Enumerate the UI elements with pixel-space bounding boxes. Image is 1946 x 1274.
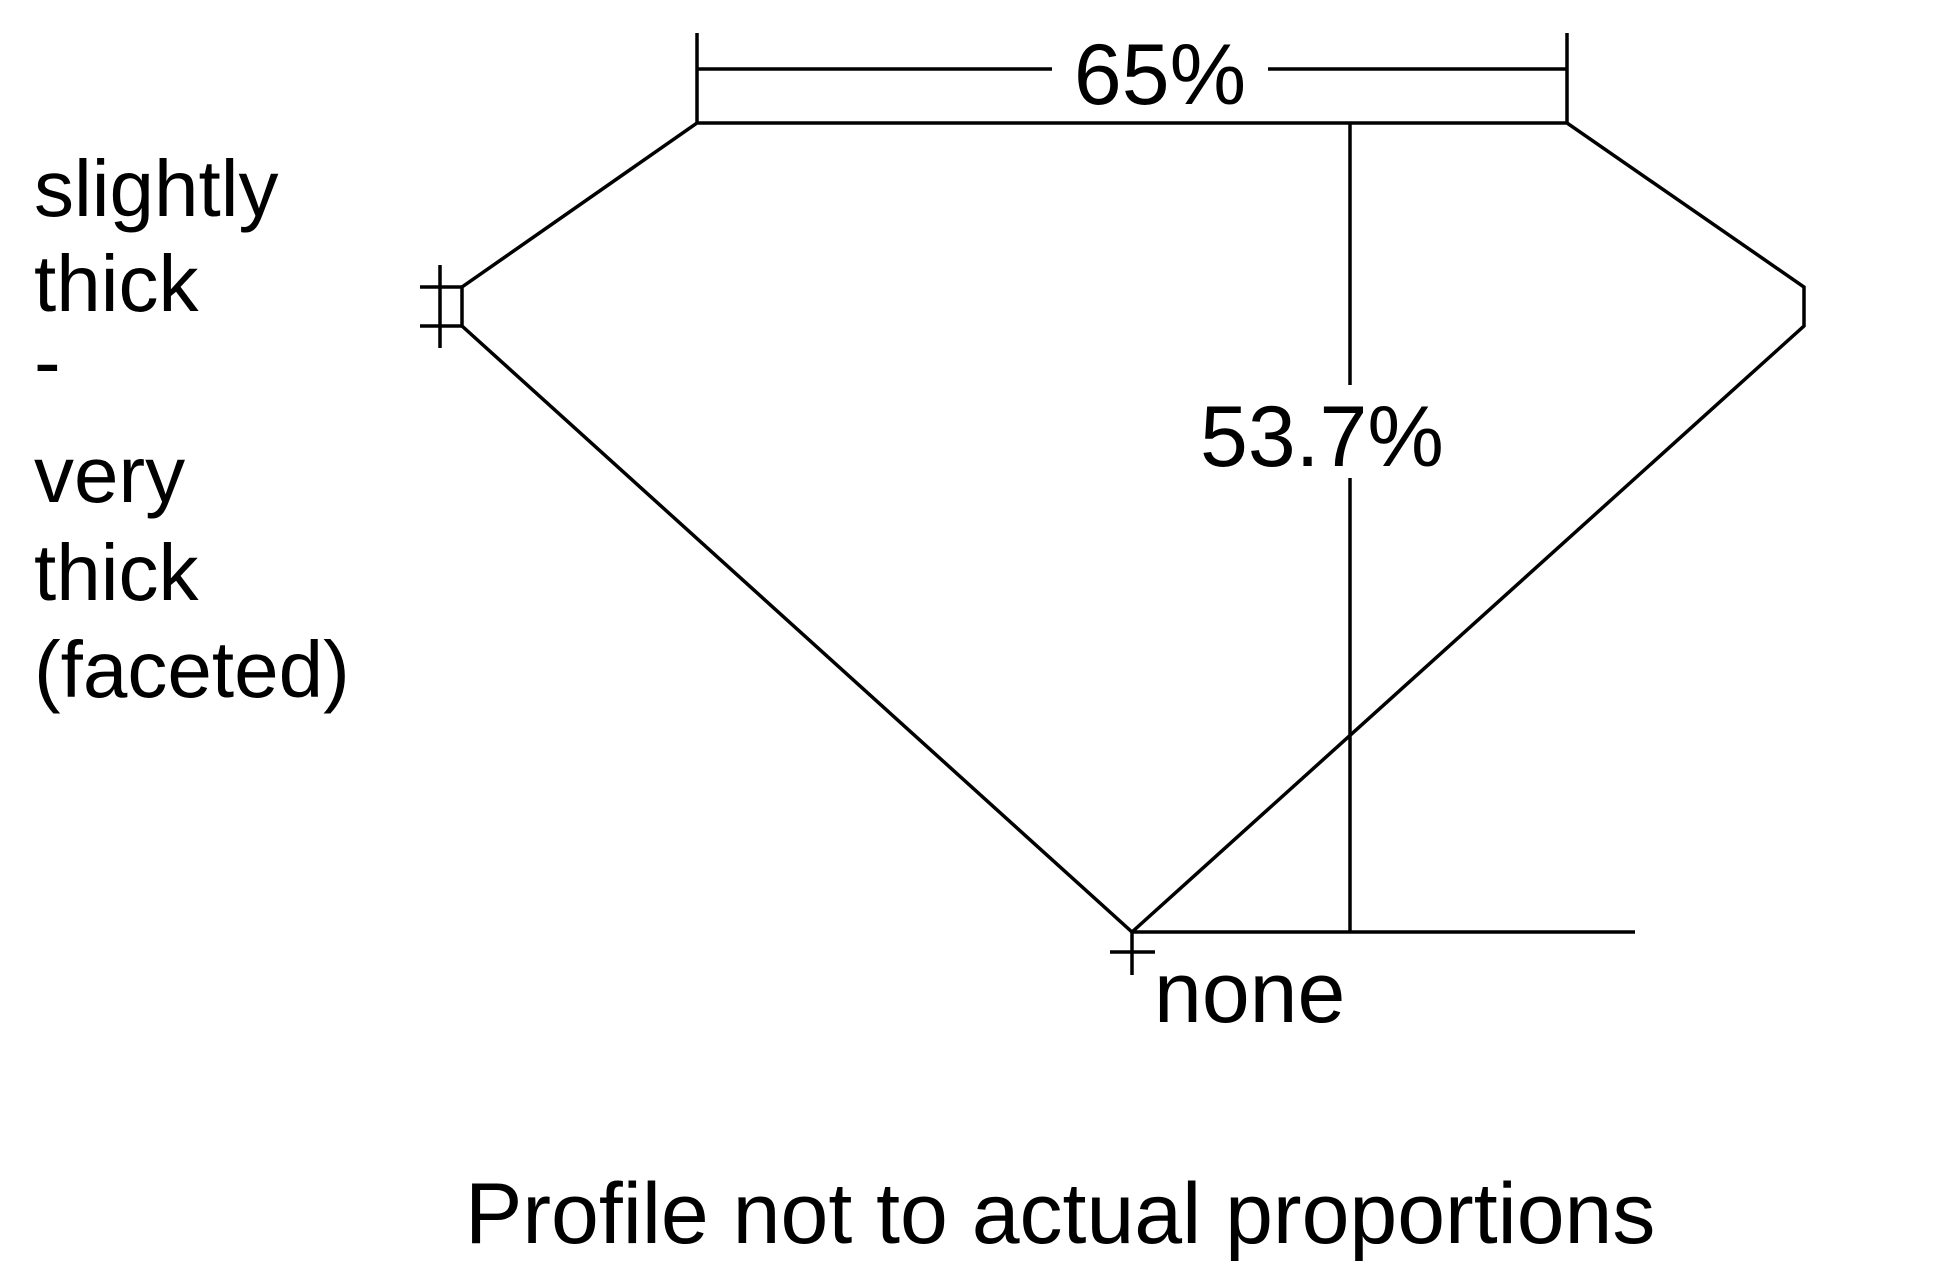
girdle-label: slightly thick - very thick (faceted) (34, 144, 350, 714)
footer-note: Profile not to actual proportions (465, 1166, 1655, 1262)
depth-percentage-label: 53.7% (1200, 389, 1444, 485)
girdle-label-line: - (34, 317, 61, 406)
girdle-label-line: (faceted) (34, 625, 350, 714)
table-percentage-label: 65% (1074, 27, 1246, 123)
girdle-label-line: slightly (34, 144, 279, 233)
girdle-label-line: very (34, 430, 185, 519)
culet-label: none (1154, 945, 1345, 1041)
gem-profile-outline (460, 121, 1806, 935)
girdle-label-line: thick (34, 239, 199, 328)
girdle-label-line: thick (34, 528, 199, 617)
